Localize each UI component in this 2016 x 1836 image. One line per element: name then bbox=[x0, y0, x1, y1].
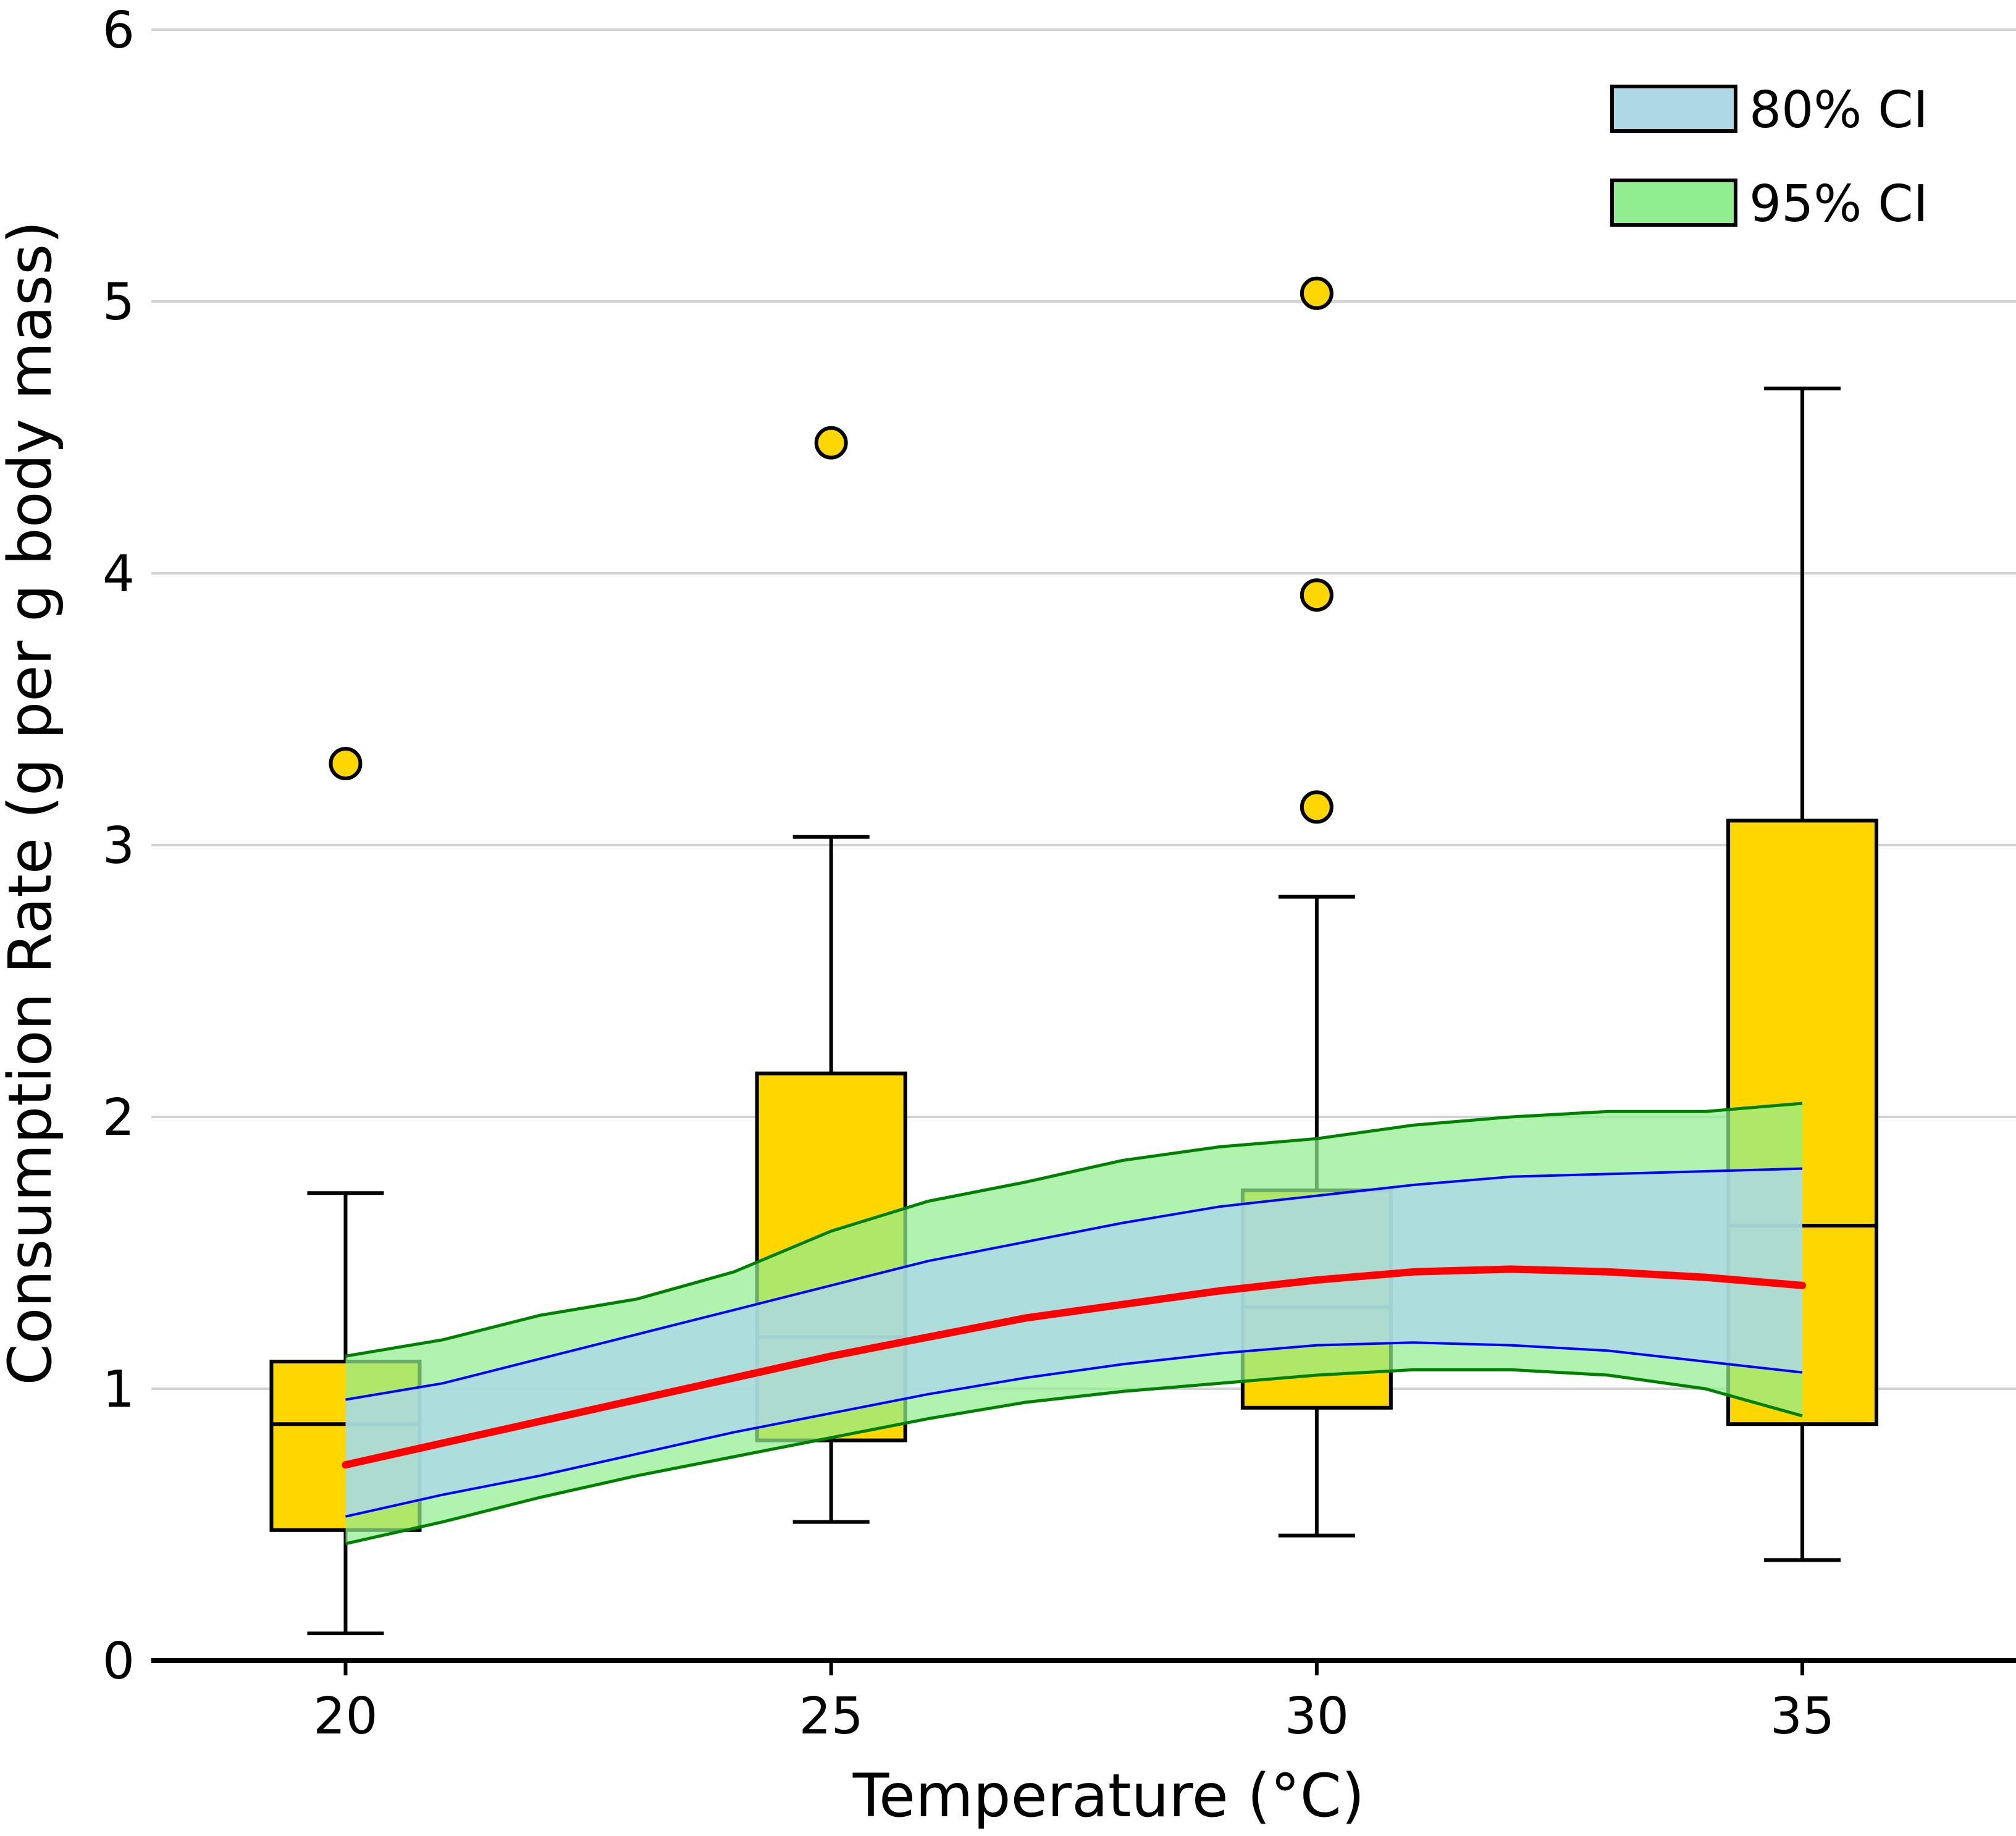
outlier-20-0 bbox=[329, 747, 363, 780]
x-axis-title: Temperature (°C) bbox=[852, 1761, 1365, 1830]
ci95-lower-line bbox=[345, 1368, 1803, 1546]
outlier-30-0 bbox=[1300, 790, 1334, 824]
x-tick-label-35: 35 bbox=[1770, 1687, 1834, 1746]
outlier-30-1 bbox=[1300, 578, 1334, 612]
legend-swatch-1 bbox=[1610, 179, 1737, 227]
axes: 0 1 2 3 4 5 6 20 25 30 35 bbox=[103, 1, 2016, 1746]
outlier-30-2 bbox=[1300, 276, 1334, 310]
y-tick-label-2: 2 bbox=[103, 1089, 135, 1147]
y-tick-label-6: 6 bbox=[103, 1, 135, 60]
outlier-25-0 bbox=[814, 426, 848, 460]
ci80-band bbox=[345, 1168, 1803, 1517]
ci95-upper-line bbox=[345, 1101, 1803, 1358]
legend-label-1: 95% CI bbox=[1749, 175, 1928, 234]
y-axis-title: Consumption Rate (g per g body mass) bbox=[0, 221, 65, 1385]
y-tick-label-3: 3 bbox=[103, 817, 135, 875]
y-tick-label-4: 4 bbox=[103, 545, 135, 604]
legend-swatch-0 bbox=[1610, 85, 1737, 133]
ci80-lower-line bbox=[345, 1341, 1803, 1518]
fit-line bbox=[342, 1265, 1807, 1469]
y-tick-label-5: 5 bbox=[103, 273, 135, 332]
ci80-upper-line bbox=[345, 1167, 1803, 1401]
x-tick-label-30: 30 bbox=[1285, 1687, 1349, 1746]
legend: 80% CI 95% CI bbox=[1610, 81, 1928, 234]
x-tick-label-25: 25 bbox=[799, 1687, 863, 1746]
confidence-bands bbox=[342, 1101, 1807, 1546]
x-tick-label-20: 20 bbox=[313, 1687, 377, 1746]
y-tick-label-0: 0 bbox=[103, 1632, 135, 1691]
legend-label-0: 80% CI bbox=[1749, 81, 1928, 140]
y-tick-label-1: 1 bbox=[103, 1360, 135, 1419]
